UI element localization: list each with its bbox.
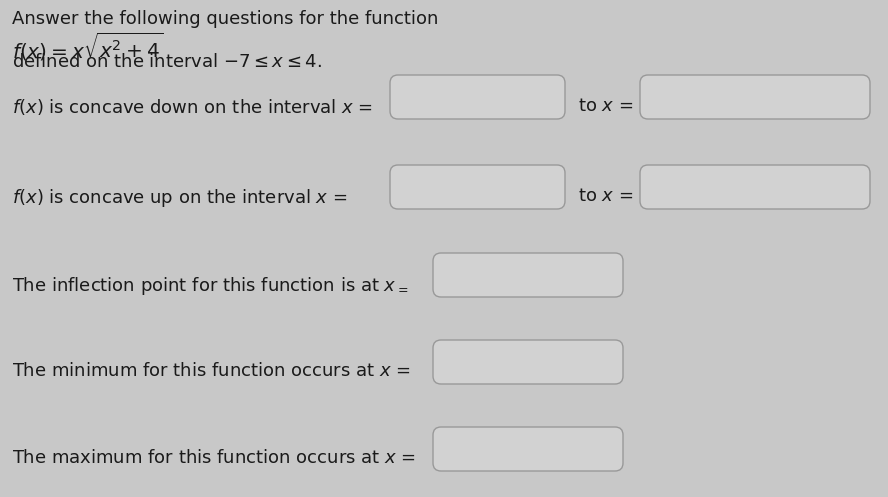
Text: The maximum for this function occurs at $x$ =: The maximum for this function occurs at … bbox=[12, 449, 416, 467]
Text: The inflection point for this function is at $x_{=}$: The inflection point for this function i… bbox=[12, 275, 408, 297]
Text: The minimum for this function occurs at $x$ =: The minimum for this function occurs at … bbox=[12, 362, 410, 380]
FancyBboxPatch shape bbox=[433, 340, 623, 384]
Text: Answer the following questions for the function: Answer the following questions for the f… bbox=[12, 10, 439, 28]
Text: $f(x) = x\sqrt{x^2+4}$: $f(x) = x\sqrt{x^2+4}$ bbox=[12, 31, 163, 63]
Text: $f(x)$ is concave down on the interval $x$ =: $f(x)$ is concave down on the interval $… bbox=[12, 97, 373, 117]
FancyBboxPatch shape bbox=[640, 75, 870, 119]
Text: defined on the interval $-7 \leq x \leq 4$.: defined on the interval $-7 \leq x \leq … bbox=[12, 53, 321, 71]
Text: to $x$ =: to $x$ = bbox=[578, 187, 633, 205]
FancyBboxPatch shape bbox=[433, 427, 623, 471]
Text: to $x$ =: to $x$ = bbox=[578, 97, 633, 115]
FancyBboxPatch shape bbox=[640, 165, 870, 209]
Text: $f(x)$ is concave up on the interval $x$ =: $f(x)$ is concave up on the interval $x$… bbox=[12, 187, 347, 209]
FancyBboxPatch shape bbox=[390, 75, 565, 119]
FancyBboxPatch shape bbox=[433, 253, 623, 297]
FancyBboxPatch shape bbox=[390, 165, 565, 209]
